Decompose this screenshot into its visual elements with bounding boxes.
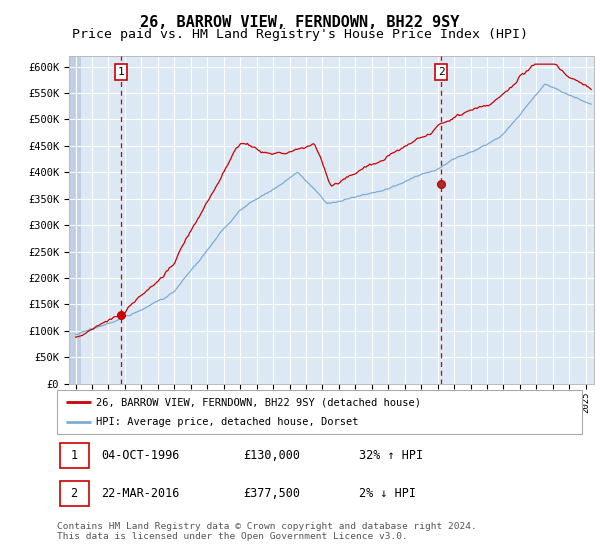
Text: 22-MAR-2016: 22-MAR-2016 (101, 487, 180, 500)
Text: 2: 2 (438, 67, 445, 77)
Text: 1: 1 (71, 449, 77, 462)
Text: 2% ↓ HPI: 2% ↓ HPI (359, 487, 416, 500)
Text: 04-OCT-1996: 04-OCT-1996 (101, 449, 180, 462)
Bar (59, 444, 89, 468)
Text: 2: 2 (71, 487, 77, 500)
Text: 26, BARROW VIEW, FERNDOWN, BH22 9SY (detached house): 26, BARROW VIEW, FERNDOWN, BH22 9SY (det… (97, 397, 421, 407)
Text: Price paid vs. HM Land Registry's House Price Index (HPI): Price paid vs. HM Land Registry's House … (72, 28, 528, 41)
Text: Contains HM Land Registry data © Crown copyright and database right 2024.
This d: Contains HM Land Registry data © Crown c… (57, 522, 477, 542)
Text: HPI: Average price, detached house, Dorset: HPI: Average price, detached house, Dors… (97, 417, 359, 427)
Text: 1: 1 (118, 67, 124, 77)
Bar (59, 482, 89, 506)
Text: 26, BARROW VIEW, FERNDOWN, BH22 9SY: 26, BARROW VIEW, FERNDOWN, BH22 9SY (140, 15, 460, 30)
Text: 32% ↑ HPI: 32% ↑ HPI (359, 449, 423, 462)
Text: £130,000: £130,000 (244, 449, 301, 462)
Text: £377,500: £377,500 (244, 487, 301, 500)
